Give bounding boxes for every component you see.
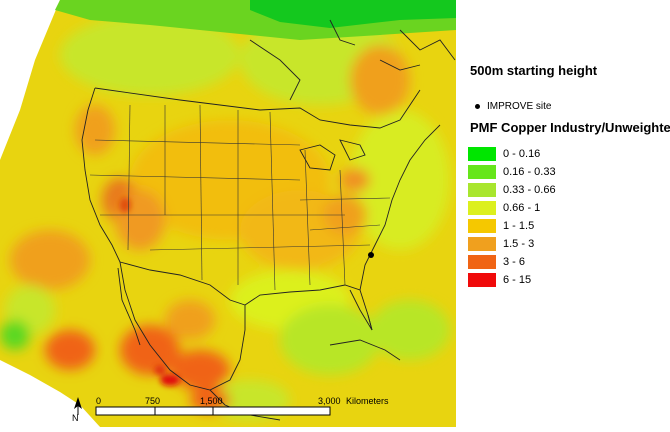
legend-class: 1 - 1.5 xyxy=(468,219,556,237)
legend-label: 6 - 15 xyxy=(503,274,532,286)
scale-tick-1500: 1,500 xyxy=(200,396,223,406)
north-arrow-icon xyxy=(74,397,82,409)
legend-label: 1.5 - 3 xyxy=(503,238,535,250)
state-lines xyxy=(89,104,391,291)
legend-label: 0.66 - 1 xyxy=(503,202,541,214)
legend-swatch xyxy=(468,165,496,179)
legend-class: 1.5 - 3 xyxy=(468,237,556,255)
improve-site-marker[interactable] xyxy=(368,252,374,258)
site-label: IMPROVE site xyxy=(487,101,552,112)
north-label: N xyxy=(72,413,79,423)
legend-swatch xyxy=(468,183,496,197)
legend-class: 0.66 - 1 xyxy=(468,201,556,219)
legend-label: 0 - 0.16 xyxy=(503,148,541,160)
legend-swatch xyxy=(468,219,496,233)
scale-tick-0: 0 xyxy=(96,396,101,406)
scale-unit: Kilometers xyxy=(346,396,389,406)
height-label: 500m starting height xyxy=(470,63,598,78)
legend-swatch xyxy=(468,147,496,161)
site-dot-icon xyxy=(475,103,480,109)
legend-class: 0 - 0.16 xyxy=(468,147,556,165)
legend-swatch xyxy=(468,273,496,287)
boundaries xyxy=(81,19,456,421)
legend-label: 3 - 6 xyxy=(503,256,526,268)
improve-site-legend: IMPROVE site xyxy=(475,101,551,112)
legend-class: 0.33 - 0.66 xyxy=(468,183,556,201)
map-canvas xyxy=(0,0,456,427)
hotspots xyxy=(119,197,180,386)
legend-class: 3 - 6 xyxy=(468,255,556,273)
legend-class: 6 - 15 xyxy=(468,273,556,291)
legend-label: 0.33 - 0.66 xyxy=(503,184,556,196)
scale-tick-3000: 3,000 xyxy=(318,396,341,406)
legend-label: 1 - 1.5 xyxy=(503,220,535,232)
layer-title: PMF Copper Industry/Unweighted xyxy=(470,120,670,135)
scale-tick-750: 750 xyxy=(145,396,160,406)
legend-swatch xyxy=(468,255,496,269)
map-view[interactable] xyxy=(0,0,456,427)
scale-bar-graphic: N 0 750 1,500 3,000 Kilometers xyxy=(72,396,389,423)
legend-classes: 0 - 0.16 0.16 - 0.33 0.33 - 0.66 0.66 - 1 1 … xyxy=(468,147,556,291)
legend-panel: 500m starting height IMPROVE site PMF Co… xyxy=(456,0,670,427)
legend-class: 0.16 - 0.33 xyxy=(468,165,556,183)
legend-swatch xyxy=(468,237,496,251)
legend-label: 0.16 - 0.33 xyxy=(503,166,556,178)
legend-swatch xyxy=(468,201,496,215)
scale-bar: N 0 750 1,500 3,000 Kilometers xyxy=(0,393,456,427)
